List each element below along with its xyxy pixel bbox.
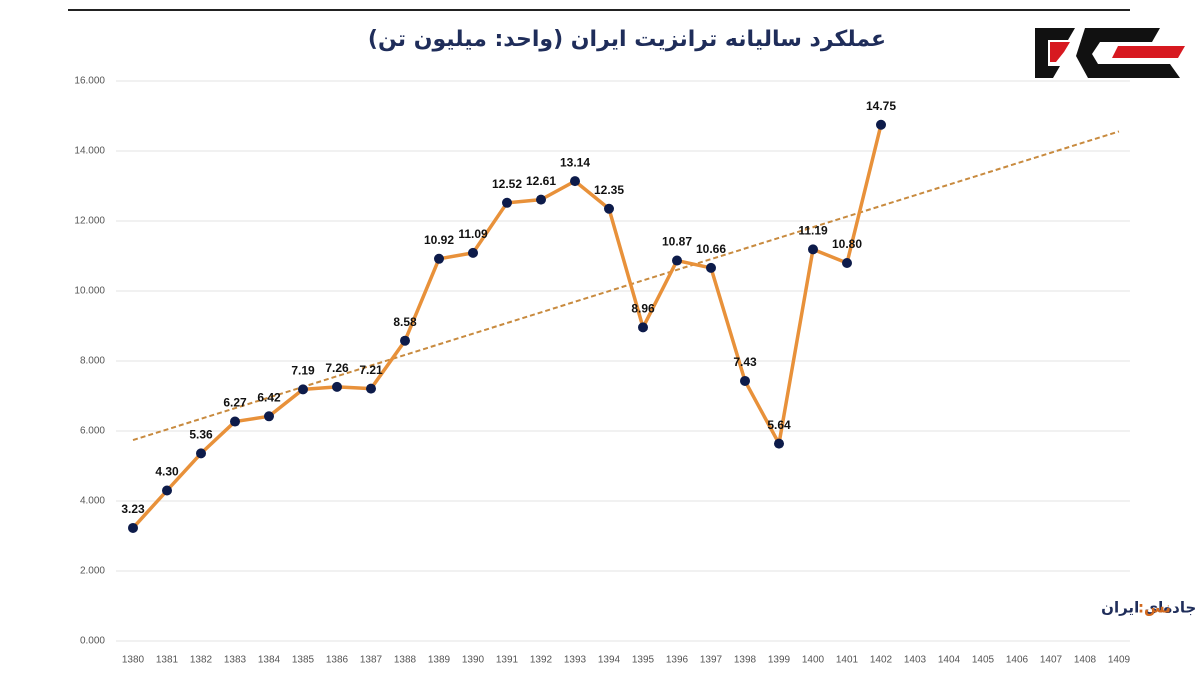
y-tick-label: 10.000: [74, 286, 105, 297]
x-tick-label: 1385: [292, 655, 315, 666]
x-tick-label: 1391: [496, 655, 519, 666]
data-point: [570, 176, 580, 187]
data-point: [774, 438, 784, 449]
x-tick-label: 1382: [190, 655, 213, 666]
data-point: [536, 194, 546, 205]
data-point: [842, 258, 852, 268]
data-label: 7.43: [733, 355, 757, 369]
x-tick-label: 1396: [666, 655, 689, 666]
data-label: 6.42: [257, 390, 281, 404]
data-point: [128, 522, 138, 533]
x-tick-label: 1407: [1040, 655, 1063, 666]
data-label: 8.96: [631, 302, 655, 316]
y-tick-label: 6.000: [80, 426, 105, 437]
data-point: [672, 255, 682, 266]
x-tick-label: 1409: [1108, 655, 1131, 666]
x-tick-label: 1389: [428, 655, 451, 666]
data-label: 7.26: [325, 361, 349, 375]
data-point: [162, 485, 172, 496]
data-point: [502, 197, 512, 208]
x-tick-label: 1398: [734, 655, 757, 666]
x-tick-label: 1402: [870, 655, 893, 666]
x-tick-label: 1386: [326, 655, 349, 666]
data-point: [740, 375, 750, 386]
logo: [1035, 28, 1185, 78]
x-tick-label: 1380: [122, 655, 145, 666]
data-label: 6.27: [223, 396, 247, 410]
source-prefix: نس:: [1138, 599, 1171, 617]
x-tick-label: 1394: [598, 655, 621, 666]
data-point: [468, 247, 478, 258]
data-point: [638, 322, 648, 333]
data-label: 14.75: [866, 99, 896, 113]
data-label: 10.87: [662, 235, 692, 249]
data-point: [434, 253, 444, 264]
x-tick-label: 1388: [394, 655, 417, 666]
data-label: 10.66: [696, 242, 726, 256]
data-label: 10.92: [424, 233, 454, 247]
data-label: 7.21: [359, 363, 383, 377]
data-label: 11.09: [458, 227, 488, 241]
data-point: [400, 335, 410, 346]
x-tick-label: 1397: [700, 655, 723, 666]
x-tick-label: 1384: [258, 655, 281, 666]
data-point: [196, 448, 206, 459]
x-tick-label: 1390: [462, 655, 485, 666]
chart-title: عملکرد سالیانه ترانزیت ایران (واحد: میلی…: [368, 27, 886, 52]
data-point: [332, 381, 342, 392]
x-tick-label: 1404: [938, 655, 961, 666]
y-tick-label: 4.000: [80, 496, 105, 507]
data-label: 12.35: [594, 183, 624, 197]
x-tick-label: 1387: [360, 655, 383, 666]
x-tick-label: 1408: [1074, 655, 1097, 666]
data-point: [298, 384, 308, 395]
data-point: [366, 383, 376, 394]
data-point: [604, 203, 614, 214]
data-label: 5.64: [767, 418, 791, 432]
data-label: 12.61: [526, 174, 556, 188]
x-tick-label: 1395: [632, 655, 655, 666]
x-tick-label: 1383: [224, 655, 247, 666]
data-point: [808, 244, 818, 255]
data-label: 7.19: [291, 364, 315, 378]
y-tick-label: 0.000: [80, 636, 105, 647]
y-tick-label: 2.000: [80, 566, 105, 577]
x-tick-label: 1393: [564, 655, 587, 666]
x-tick-label: 1406: [1006, 655, 1029, 666]
x-tick-label: 1400: [802, 655, 825, 666]
x-tick-label: 1405: [972, 655, 995, 666]
data-label: 11.19: [798, 224, 828, 238]
data-label: 13.14: [560, 155, 590, 169]
data-point: [264, 411, 274, 422]
y-tick-label: 8.000: [80, 356, 105, 367]
data-point: [706, 262, 716, 273]
source-text: سازمان راهداری و حمل‌ونقل جاده‌ای ایران: [1101, 599, 1200, 617]
x-tick-label: 1381: [156, 655, 179, 666]
y-tick-label: 14.000: [74, 146, 105, 157]
x-tick-label: 1399: [768, 655, 791, 666]
data-label: 3.23: [121, 502, 145, 516]
data-label: 4.30: [155, 465, 179, 479]
data-point: [876, 119, 886, 130]
data-label: 8.58: [393, 315, 417, 329]
data-label: 10.80: [832, 237, 862, 251]
x-tick-label: 1401: [836, 655, 859, 666]
data-point: [230, 416, 240, 427]
y-tick-label: 12.000: [74, 216, 105, 227]
data-label: 5.36: [189, 428, 213, 442]
trend-line: [132, 130, 1120, 442]
y-tick-label: 16.000: [74, 76, 105, 87]
data-label: 12.52: [492, 177, 522, 191]
x-tick-label: 1403: [904, 655, 927, 666]
x-tick-label: 1392: [530, 655, 553, 666]
